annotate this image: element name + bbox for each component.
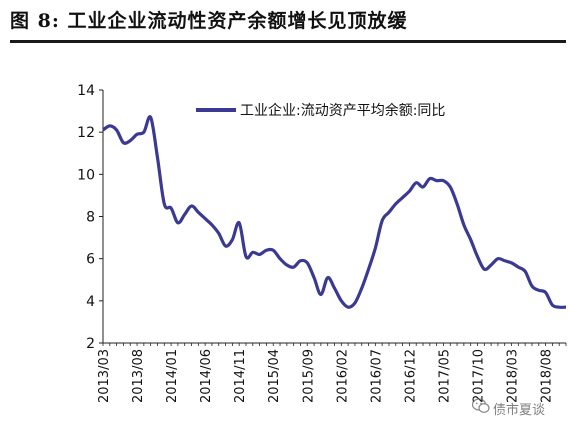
x-tick-label: 2014/06	[199, 349, 214, 403]
wechat-icon	[471, 398, 490, 418]
series-line	[102, 115, 567, 309]
x-tick-label: 2016/12	[403, 349, 418, 403]
x-tick-label: 2018/08	[540, 349, 555, 403]
y-tick-label: 8	[86, 210, 95, 226]
series-group	[102, 115, 567, 309]
watermark: 债市夏谈	[471, 398, 546, 418]
y-tick-label: 6	[86, 252, 95, 268]
y-tick-label: 14	[77, 83, 95, 99]
x-tick-label: 2014/01	[165, 349, 180, 403]
figure-title: 图 8: 工业企业流动性资产余额增长见顶放缓	[10, 10, 408, 32]
x-tick-label: 2014/11	[233, 349, 248, 403]
legend-label: 工业企业:流动资产平均余额:同比	[240, 102, 445, 119]
x-tick-label: 2017/05	[437, 349, 452, 403]
y-tick-label: 4	[86, 294, 95, 310]
x-tick-label: 2016/02	[335, 349, 350, 403]
x-tick-label: 2015/09	[301, 349, 316, 403]
x-tick-label: 2013/03	[97, 349, 112, 403]
title-rule	[10, 40, 566, 43]
chart-legend: 工业企业:流动资产平均余额:同比	[196, 102, 445, 119]
x-tick-label: 2013/08	[131, 349, 146, 403]
y-tick-label: 12	[77, 125, 95, 141]
x-tick-label: 2017/10	[471, 349, 486, 403]
chart-axes	[102, 90, 566, 344]
y-tick-label: 10	[77, 167, 95, 183]
x-tick-label: 2018/03	[506, 349, 521, 403]
y-tick-label: 2	[86, 336, 95, 352]
x-tick-label: 2015/04	[267, 349, 282, 403]
watermark-text: 债市夏谈	[493, 402, 546, 418]
y-axis-ticks: 2 4 6 8 10 12 14	[77, 83, 103, 352]
x-tick-label: 2016/07	[369, 349, 384, 403]
x-axis-ticks: 2013/03 2013/08 2014/01 2014/06 2014/11 2015/…	[97, 343, 567, 403]
